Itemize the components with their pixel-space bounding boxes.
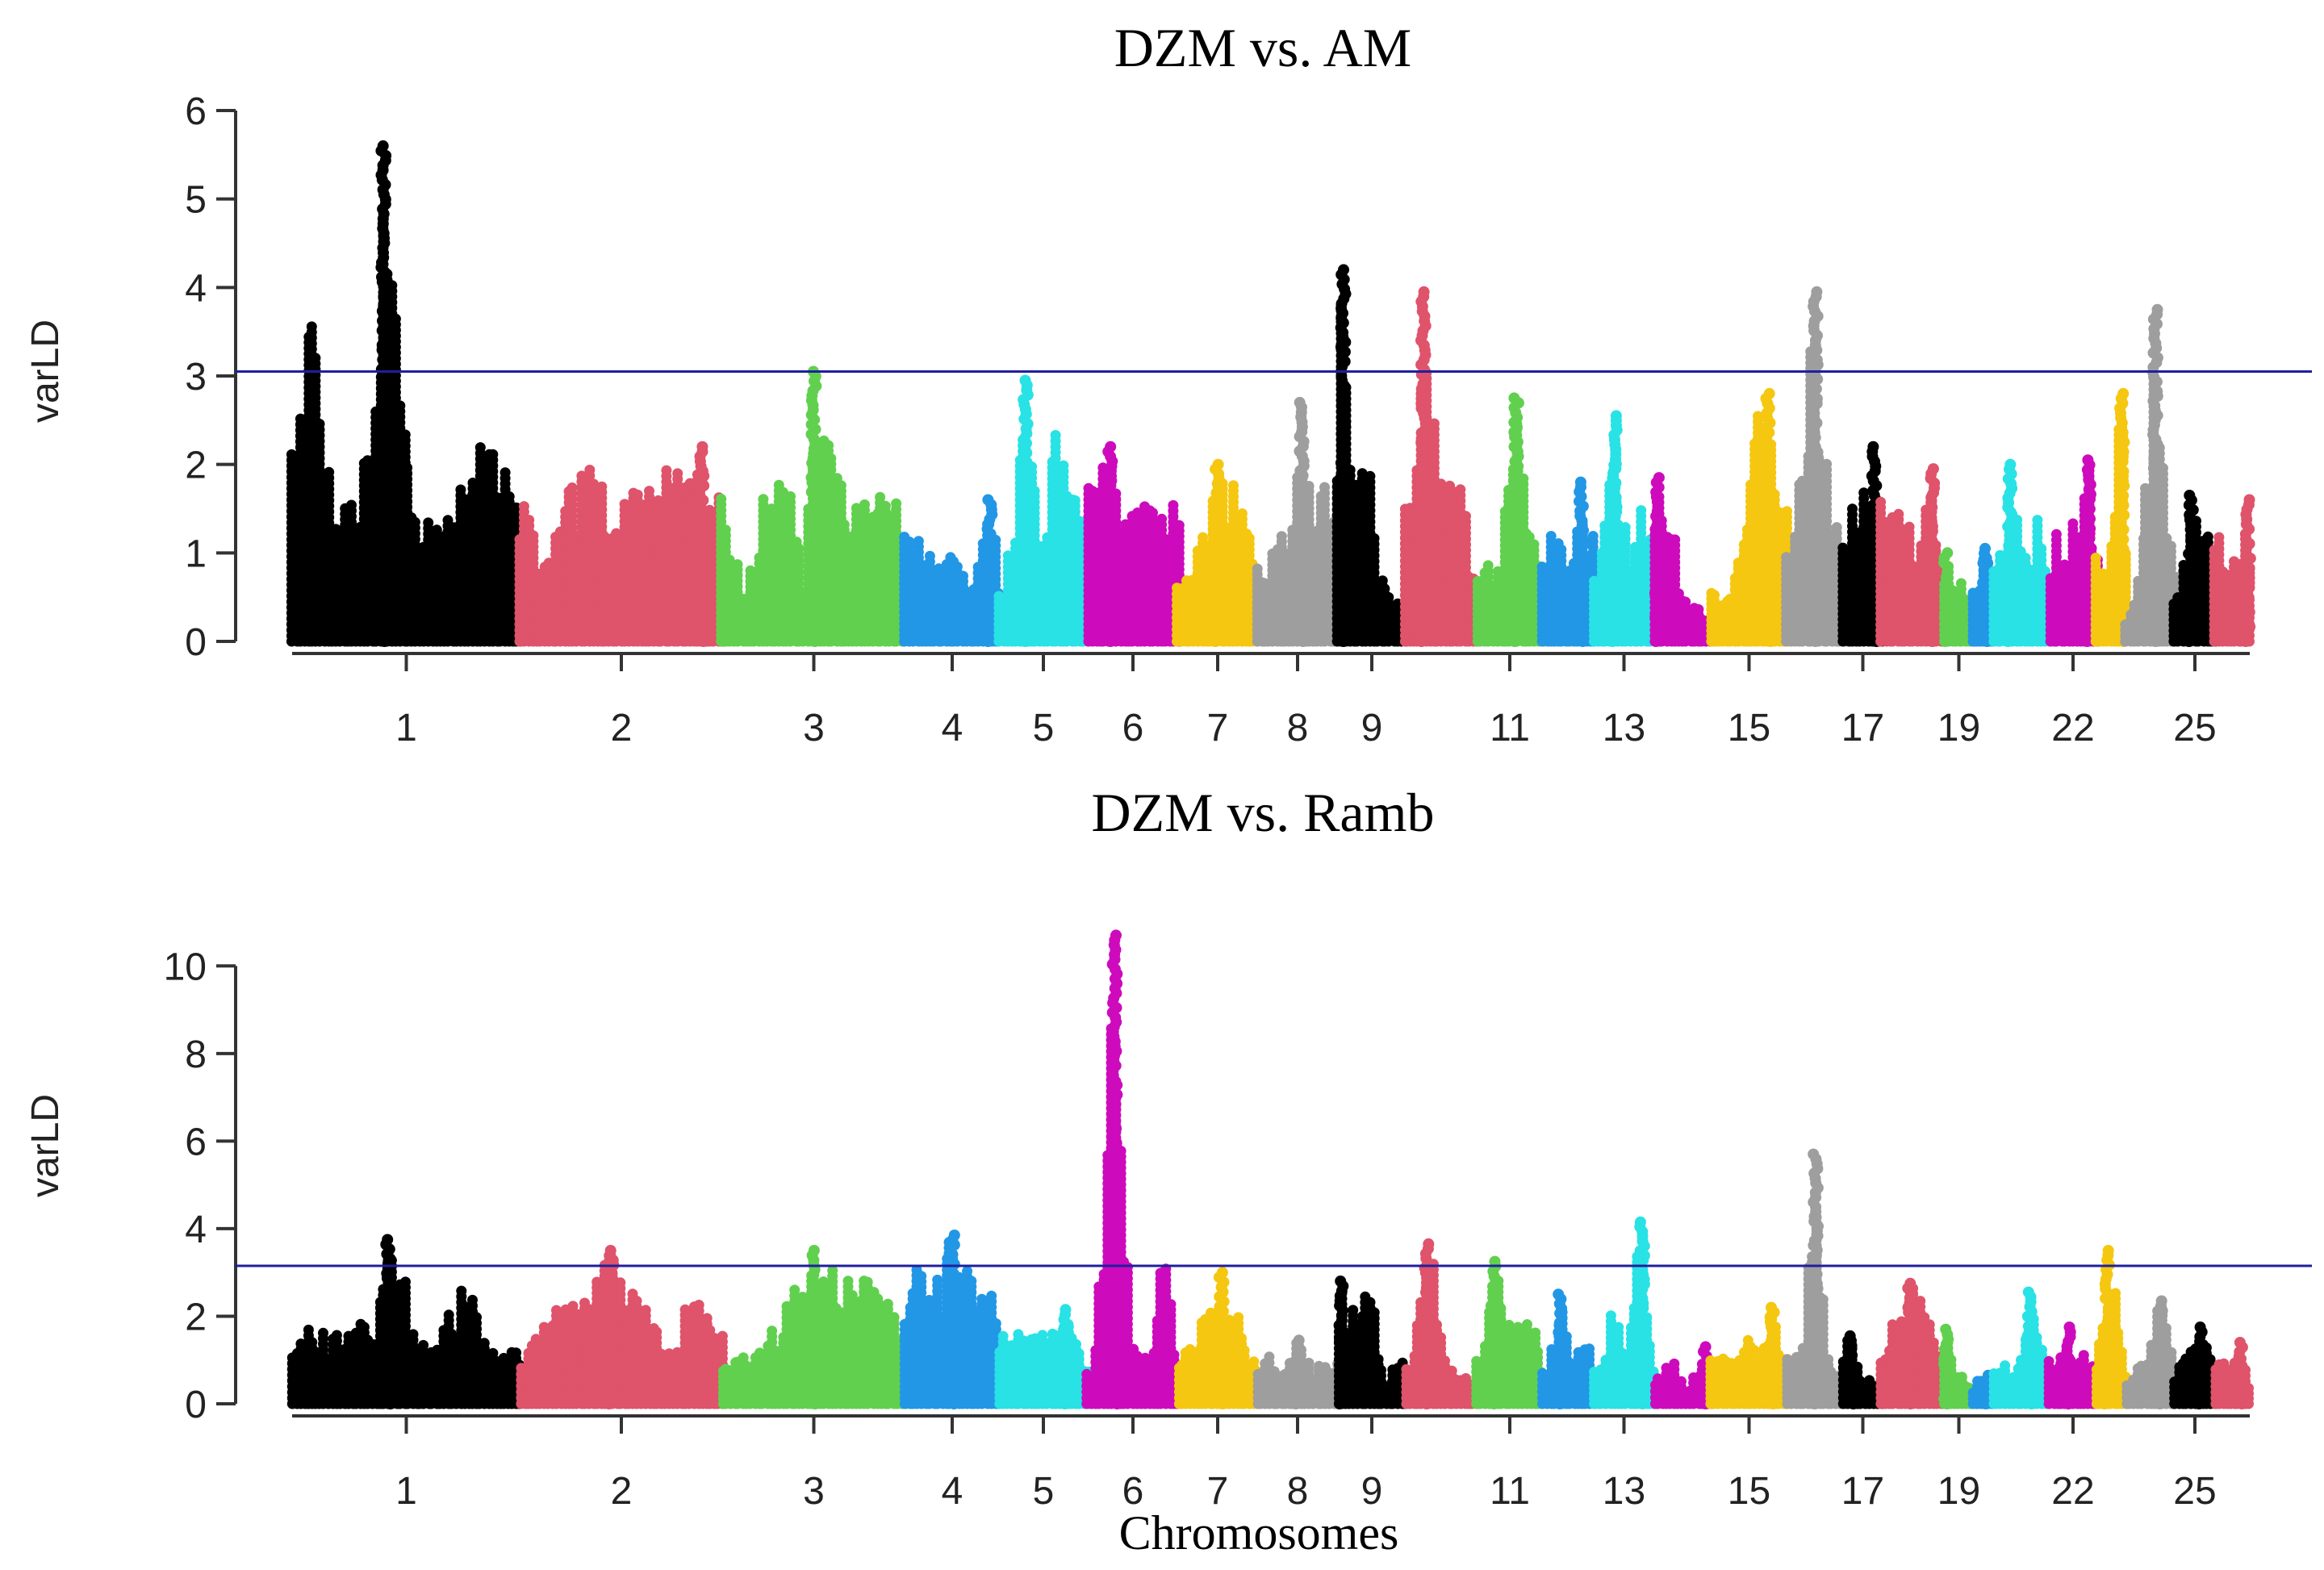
data-point xyxy=(716,494,727,504)
data-point xyxy=(838,519,850,530)
data-point xyxy=(596,481,608,492)
data-point xyxy=(566,482,578,493)
data-point xyxy=(402,462,413,474)
y-axis-label: varLD xyxy=(24,319,67,423)
data-point xyxy=(310,353,321,364)
y-tick-label: 5 xyxy=(185,179,207,222)
data-point xyxy=(924,550,935,562)
data-point xyxy=(875,491,886,503)
data-point xyxy=(644,486,654,497)
y-tick-label: 4 xyxy=(185,267,207,310)
data-point xyxy=(793,543,805,554)
data-point xyxy=(528,530,539,541)
data-point xyxy=(390,313,401,324)
data-point xyxy=(306,321,317,332)
data-point xyxy=(859,499,870,510)
y-tick-label: 1 xyxy=(185,532,207,575)
data-point xyxy=(661,465,672,476)
data-point xyxy=(455,484,466,495)
peak-point xyxy=(982,494,994,506)
data-point xyxy=(785,491,796,502)
data-point xyxy=(584,465,596,475)
data-point xyxy=(951,562,963,572)
data-point xyxy=(823,440,834,451)
data-point xyxy=(330,524,341,535)
y-tick-label: 0 xyxy=(185,621,207,664)
data-point xyxy=(720,524,731,536)
data-points xyxy=(286,140,2256,647)
chromosome-1-points xyxy=(286,140,525,647)
data-point xyxy=(324,466,335,478)
data-point xyxy=(958,570,968,582)
data-point xyxy=(1050,430,1061,441)
data-point xyxy=(524,515,535,526)
data-point xyxy=(904,537,915,547)
data-point xyxy=(499,467,511,478)
y-axis: 0 1 2 3 4 5 6 xyxy=(185,90,237,664)
panel-title: DZM vs. AM xyxy=(1114,17,1411,78)
data-point xyxy=(474,442,486,453)
data-point xyxy=(732,559,743,570)
data-point xyxy=(504,491,515,502)
data-point xyxy=(758,494,769,505)
data-point xyxy=(913,536,924,547)
data-point xyxy=(518,501,529,512)
peak-point xyxy=(696,441,708,453)
data-point xyxy=(891,498,902,509)
data-point xyxy=(409,516,420,528)
data-point xyxy=(672,468,683,479)
data-point xyxy=(314,419,325,429)
data-point xyxy=(632,489,643,500)
data-point xyxy=(295,413,306,424)
data-point xyxy=(346,499,357,511)
data-point xyxy=(395,400,406,411)
data-point xyxy=(880,500,891,512)
y-tick-label: 6 xyxy=(185,90,207,133)
data-point xyxy=(826,453,837,464)
data-point xyxy=(835,480,846,491)
data-point xyxy=(487,449,499,460)
peak-point xyxy=(377,140,389,152)
data-point xyxy=(423,517,434,528)
data-point xyxy=(599,531,610,542)
y-tick-label: 3 xyxy=(185,356,207,399)
y-tick-label: 2 xyxy=(185,445,207,487)
data-point xyxy=(399,429,411,441)
